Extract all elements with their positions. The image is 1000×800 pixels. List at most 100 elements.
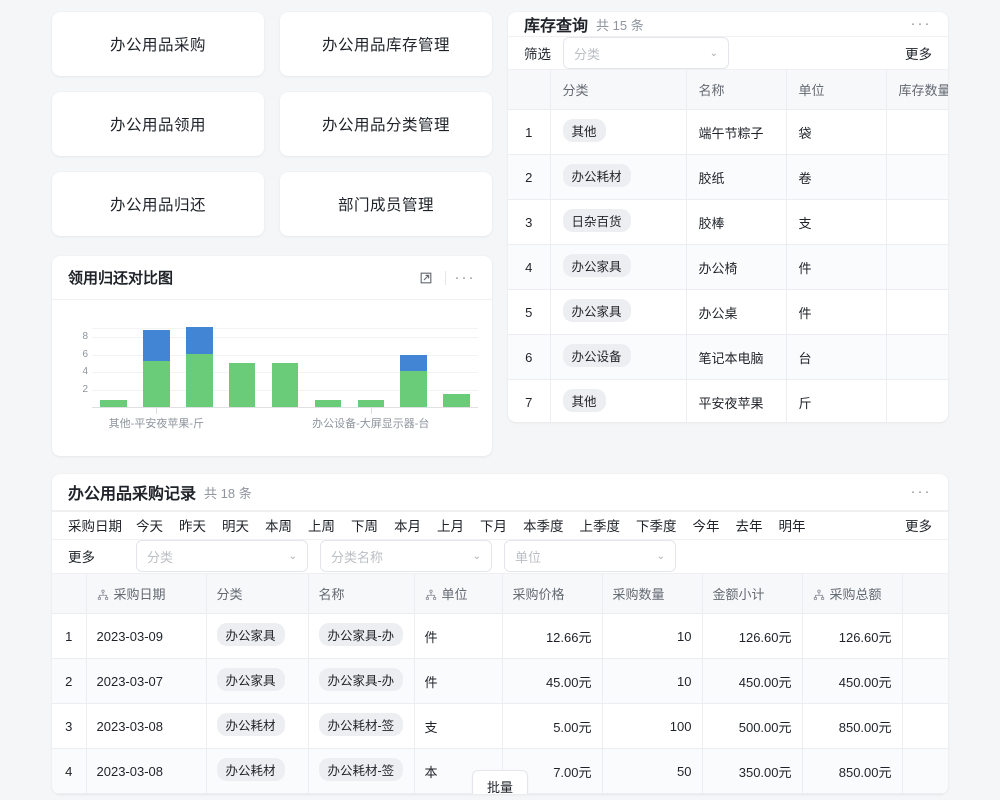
ellipsis-icon[interactable]: ···	[910, 483, 932, 500]
purchase-more-label[interactable]: 更多	[68, 550, 95, 566]
inventory-table-header: 分类 名称 单位 库存数量	[508, 70, 948, 110]
chart-bar[interactable]	[100, 399, 127, 407]
date-chip[interactable]: 明天	[222, 519, 249, 535]
purchase-title: 办公用品采购记录	[68, 486, 197, 503]
row-unit: 卷	[786, 154, 887, 200]
chevron-down-icon: ⌄	[288, 550, 297, 562]
purchase-category-select[interactable]: 分类 ⌄	[136, 540, 308, 573]
row-date: 2023-03-08	[86, 748, 207, 794]
purchase-table-header: 采购日期 分类 名称 单位 采购价格 采购数量 金额小计 采购总额	[52, 574, 948, 614]
chart-bar[interactable]	[314, 399, 342, 407]
inventory-more-link[interactable]: 更多	[905, 47, 932, 62]
chart-bar-slot	[264, 328, 307, 407]
purchase-col-header: 采购总额	[802, 574, 903, 614]
category-pill: 办公家具	[562, 254, 631, 277]
table-row[interactable]: 3 2023-03-08 办公耗材 办公耗材-签支 5.00元 100 500.00元 850…	[52, 703, 948, 749]
row-unit: 件	[786, 244, 887, 290]
ellipsis-icon[interactable]: ···	[454, 268, 476, 286]
category-pill: 其他	[562, 389, 606, 412]
table-row[interactable]: 2 2023-03-07 办公家具 办公家具-办件 45.00元 10 450.00元 450…	[52, 658, 948, 704]
chart-bar[interactable]	[357, 399, 385, 407]
table-row[interactable]: 2 办公耗材 胶纸卷	[508, 154, 948, 200]
nav-tile-inventory-management[interactable]: 办公用品库存管理	[280, 12, 492, 76]
chart-bar-segment-requisition	[443, 393, 470, 407]
date-chip[interactable]: 上周	[308, 519, 335, 535]
chart-x-tick-mark	[156, 408, 158, 414]
row-name: 办公椅	[686, 244, 787, 290]
chart-gridline	[92, 354, 478, 356]
date-chip[interactable]: 本月	[394, 519, 421, 535]
row-date: 2023-03-09	[86, 613, 207, 659]
date-chip[interactable]: 本周	[265, 519, 292, 535]
chart-bar[interactable]	[271, 362, 299, 407]
inventory-filter-label: 筛选	[524, 47, 551, 62]
chart-bar[interactable]	[443, 393, 470, 407]
nav-tile-label: 办公用品采购	[109, 37, 206, 54]
inventory-table: 分类 名称 单位 库存数量 1 其他 端午节粽子袋 2 办公耗材 胶纸卷 3 日杂百货 胶棒支 4 办公家…	[508, 70, 948, 422]
row-unit: 台	[786, 334, 887, 380]
chart-bar-segment-requisition	[357, 399, 385, 407]
batch-button[interactable]: 批量	[471, 770, 528, 794]
nav-tile-label: 办公用品分类管理	[321, 117, 450, 134]
chart-body: 2 4 6 8 其他-平安夜苹果-斤 办公设备-大屏显示器-台	[52, 300, 492, 456]
chart-bar-slot	[306, 328, 349, 407]
nav-tile-requisition[interactable]: 办公用品领用	[52, 92, 264, 156]
row-name: 平安夜苹果	[686, 379, 787, 422]
inventory-category-select[interactable]: 分类 ⌄	[563, 37, 729, 69]
purchase-table-body: 1 2023-03-09 办公家具 办公家具-办件 12.66元 10 126.60元 126…	[52, 613, 948, 794]
ellipsis-icon[interactable]: ···	[910, 15, 932, 32]
row-qty	[886, 199, 948, 245]
row-index: 5	[508, 289, 551, 335]
row-subtotal: 350.00元	[702, 748, 803, 794]
date-chip[interactable]: 去年	[735, 519, 763, 535]
row-index: 1	[52, 613, 87, 659]
nav-tile-purchase[interactable]: 办公用品采购	[52, 12, 264, 76]
nav-tile-category-management[interactable]: 办公用品分类管理	[280, 92, 492, 156]
external-link-icon[interactable]	[415, 267, 437, 289]
date-chip[interactable]: 下月	[480, 519, 507, 535]
date-chip[interactable]: 下周	[351, 519, 378, 535]
table-row[interactable]: 1 2023-03-09 办公家具 办公家具-办件 12.66元 10 126.60元 126…	[52, 613, 948, 659]
row-subtotal: 450.00元	[702, 658, 803, 704]
row-index: 3	[52, 703, 87, 749]
purchase-col-header: 采购价格	[502, 574, 603, 614]
table-row[interactable]: 5 办公家具 办公桌件	[508, 289, 948, 335]
nav-tile-department-members[interactable]: 部门成员管理	[280, 172, 492, 236]
chart-bar[interactable]	[400, 355, 427, 407]
date-chip[interactable]: 上月	[437, 519, 464, 535]
date-chip[interactable]: 明年	[778, 519, 806, 535]
date-chip[interactable]: 昨天	[179, 519, 206, 535]
table-row[interactable]: 3 日杂百货 胶棒支	[508, 199, 948, 245]
row-qty: 100	[602, 703, 703, 749]
table-row[interactable]: 4 办公家具 办公椅件	[508, 244, 948, 290]
date-chip[interactable]: 今天	[136, 519, 163, 535]
purchase-unit-select[interactable]: 单位 ⌄	[504, 540, 676, 573]
chart-title: 领用归还对比图	[68, 270, 174, 287]
row-unit: 件	[414, 613, 503, 659]
date-chip[interactable]: 今年	[692, 519, 720, 535]
table-row[interactable]: 1 其他 端午节粽子袋	[508, 109, 948, 155]
chart-bar[interactable]	[228, 362, 256, 407]
table-row[interactable]: 7 其他 平安夜苹果斤	[508, 379, 948, 422]
row-index: 2	[508, 154, 551, 200]
chart-bar[interactable]	[143, 329, 170, 407]
purchase-category-name-select[interactable]: 分类名称 ⌄	[320, 540, 492, 573]
chart-bar-segment-return	[400, 355, 427, 372]
row-qty: 50	[602, 748, 703, 794]
purchase-header: 办公用品采购记录 共 18 条 ···	[52, 474, 948, 511]
date-chip[interactable]: 下季度	[636, 519, 677, 535]
row-total: 126.60元	[802, 613, 903, 659]
purchase-chips-more-link[interactable]: 更多	[905, 519, 932, 535]
date-chip[interactable]: 上季度	[579, 519, 621, 535]
chart-header: 领用归还对比图 ···	[52, 256, 492, 300]
row-unit: 支	[414, 703, 503, 749]
table-row[interactable]: 4 2023-03-08 办公耗材 办公耗材-签本 7.00元 50 350.00元 850.…	[52, 748, 948, 794]
purchase-batch-bar: 批量	[52, 770, 948, 794]
table-row[interactable]: 6 办公设备 笔记本电脑台	[508, 334, 948, 380]
row-qty: 10	[602, 613, 703, 659]
date-chip[interactable]: 本季度	[523, 519, 564, 535]
nav-tile-return[interactable]: 办公用品归还	[52, 172, 264, 236]
row-qty	[886, 244, 948, 290]
row-name: 办公桌	[686, 289, 787, 335]
chart-bar[interactable]	[185, 327, 213, 407]
